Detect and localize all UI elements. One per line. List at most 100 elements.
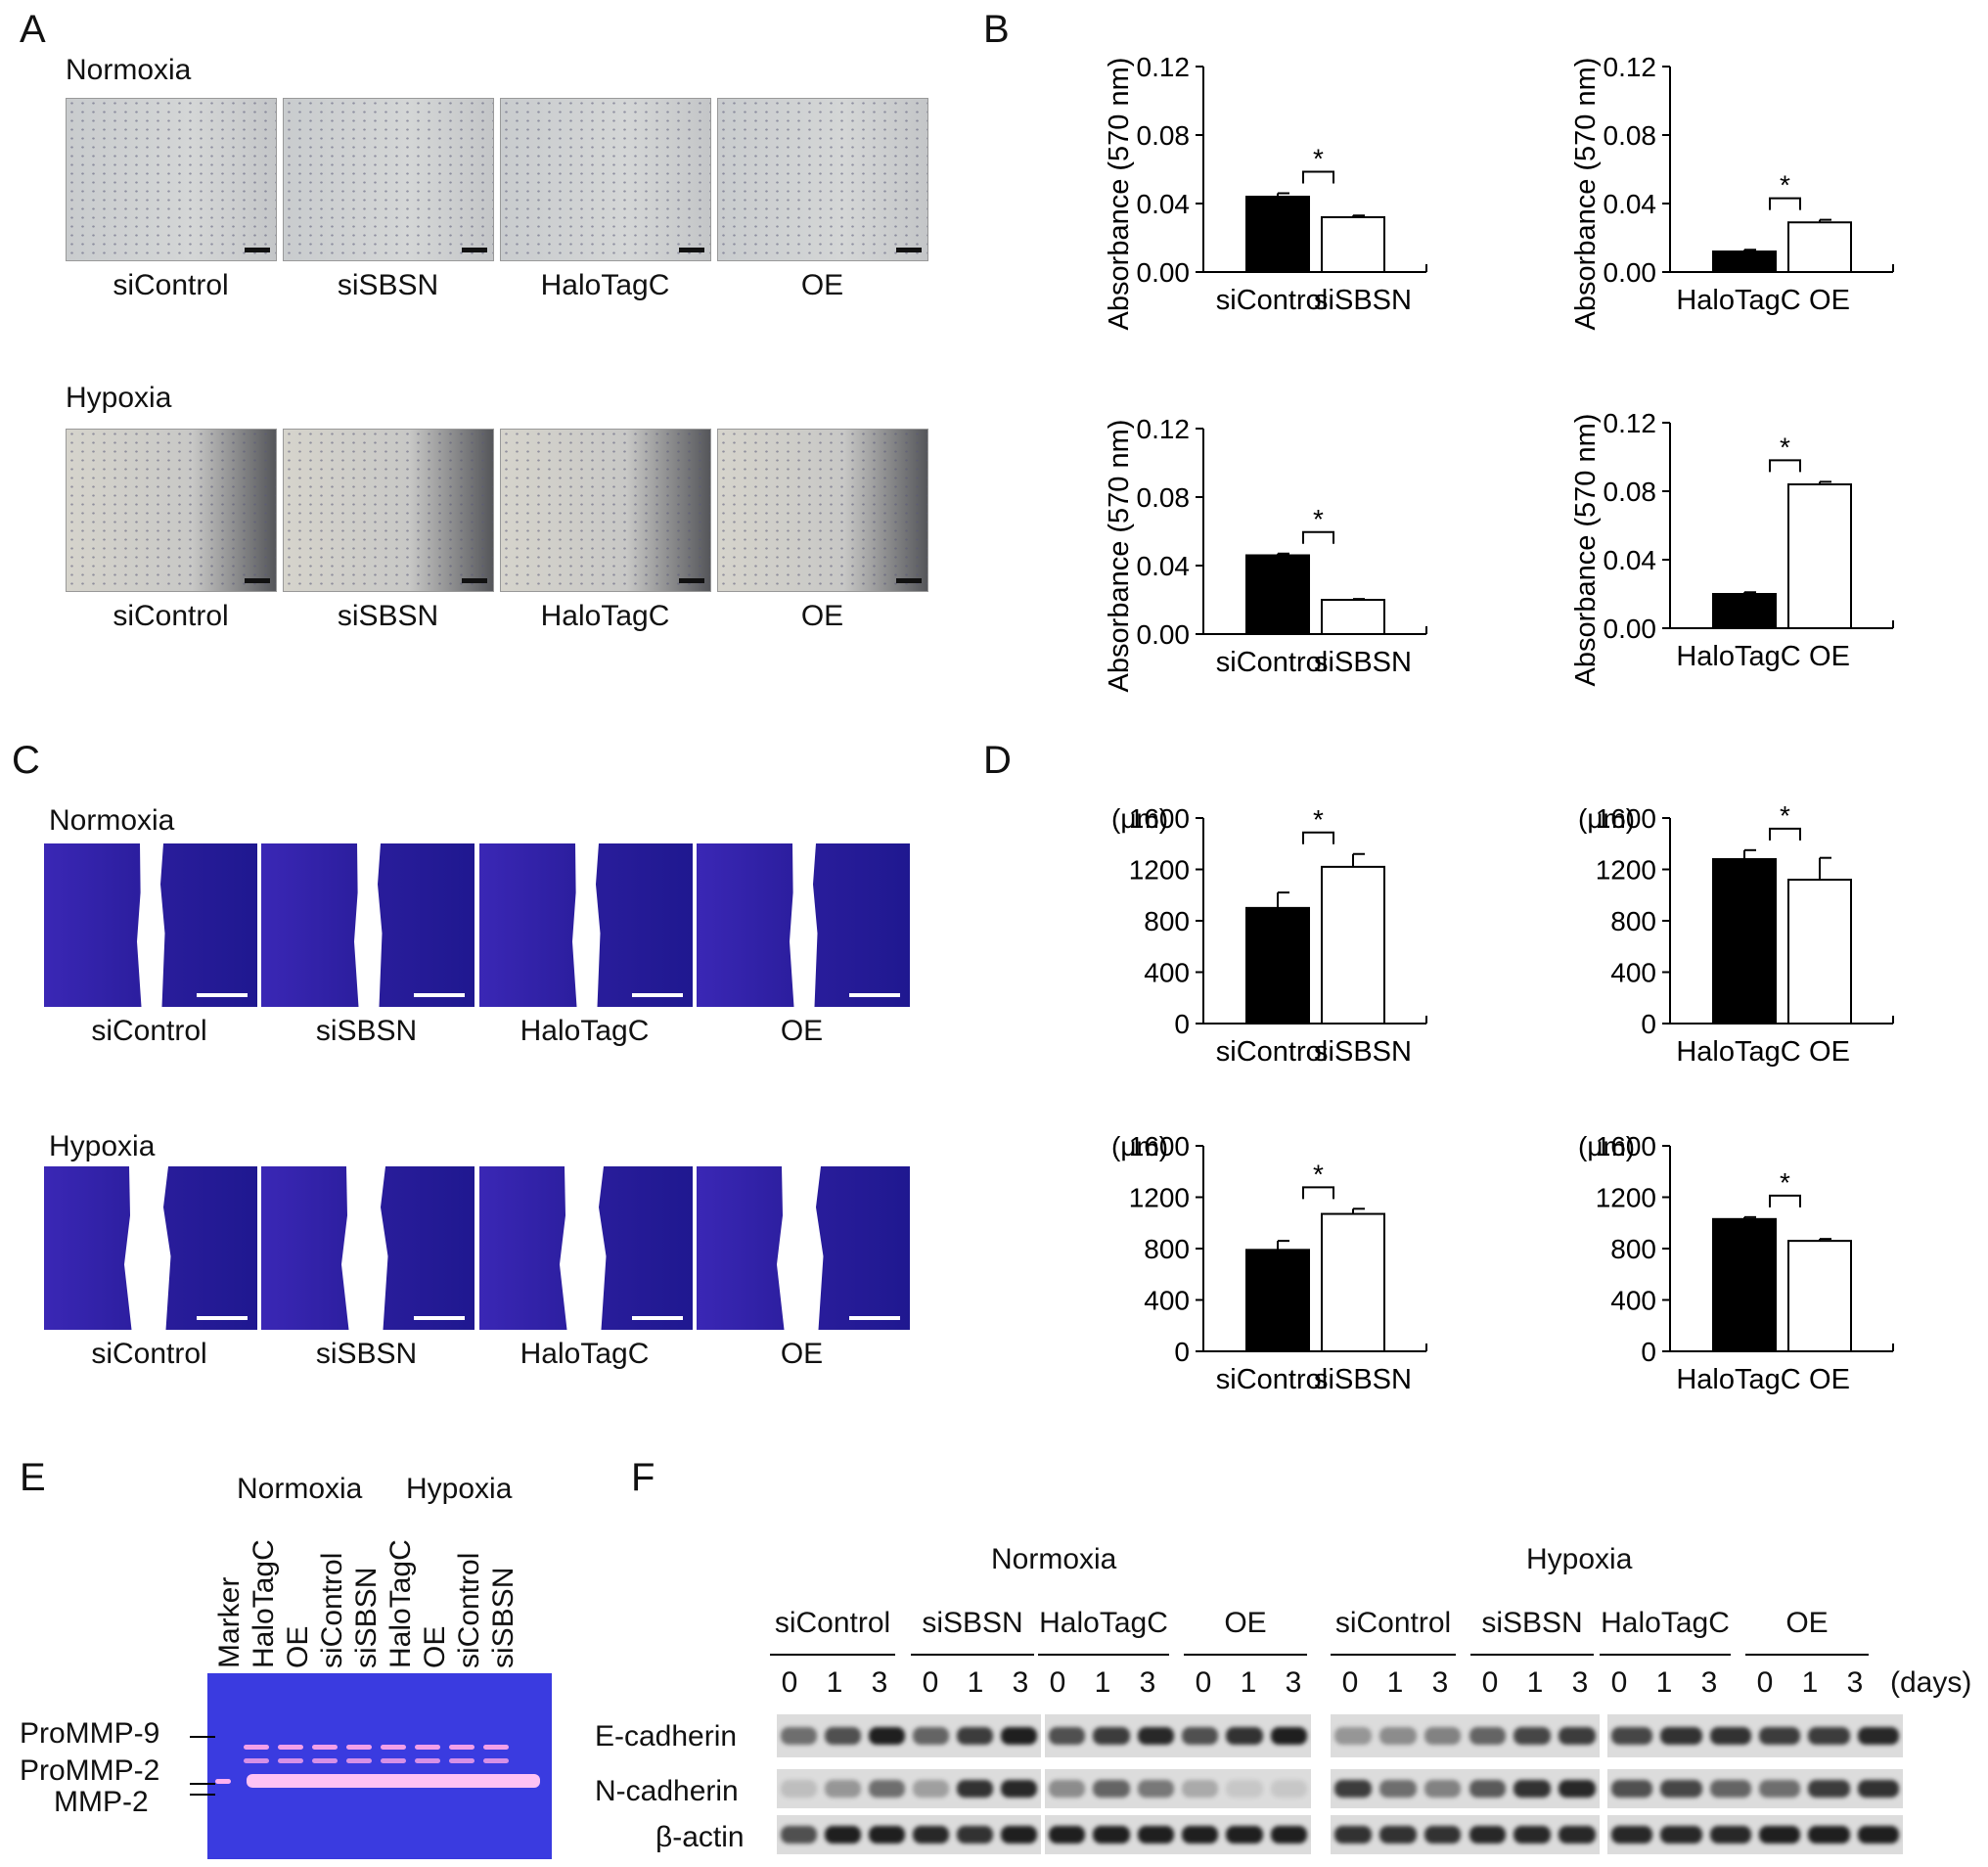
day-label: 3 [1431,1666,1449,1699]
group-underline [1600,1654,1731,1656]
y-tick-label: 0.00 [1137,619,1191,650]
y-tick-label: 0.00 [1604,257,1657,288]
protein-band [1857,1780,1899,1798]
wound-image [479,843,693,1007]
protein-band [1857,1727,1899,1745]
bar [1712,1217,1777,1352]
western-group-label: HaloTagC [1039,1607,1168,1639]
bar [1321,216,1385,273]
protein-band [1182,1826,1219,1844]
wound-image [697,1166,910,1330]
panel-c-condition: Normoxia [49,804,175,837]
group-underline [770,1654,895,1656]
scale-bar [849,1316,900,1320]
protein-band [1611,1780,1653,1798]
significance-marker: * [1780,800,1790,831]
x-tick-label: HaloTagC [1676,641,1800,672]
wound-image-label: HaloTagC [520,1015,650,1047]
day-label: 0 [1049,1666,1066,1699]
scale-bar [679,248,704,252]
micrograph-label: siControl [113,600,229,632]
day-label: 3 [1012,1666,1029,1699]
band-prommp2 [278,1758,303,1763]
lane-label: OE [282,1625,314,1668]
bar-chart: Absorbance (570 nm) 0.00 0.04 0.08 0.12 siCon… [1104,414,1427,692]
wound-gap [560,1166,607,1330]
protein-band [1660,1780,1702,1798]
y-tick-label: 0.00 [1604,614,1657,644]
scale-bar [679,578,704,583]
scale-bar [896,578,922,583]
protein-band [1559,1780,1596,1798]
day-label: 3 [1571,1666,1589,1699]
protein-band [1559,1727,1596,1745]
significance-marker: * [1780,170,1790,201]
blot-strip [1045,1769,1311,1808]
band-prommp9 [244,1745,269,1750]
protein-band [1808,1727,1850,1745]
wound-image [697,843,910,1007]
protein-band [781,1727,817,1745]
protein-band [869,1727,905,1745]
x-tick-label: siControl [1216,285,1328,316]
day-label: 3 [1700,1666,1718,1699]
cell-texture [67,99,276,260]
western-group-label: HaloTagC [1601,1607,1730,1639]
y-tick-label: 800 [1610,1234,1656,1264]
x-tick-label: OE [1809,285,1850,316]
zymogram-band-label: MMP-2 [54,1786,149,1818]
band-pointer [190,1736,215,1738]
day-label: 1 [967,1666,984,1699]
protein-band [1001,1826,1037,1844]
y-tick-label: 1600 [1596,1131,1656,1161]
protein-band [869,1826,905,1844]
x-tick-label: OE [1809,641,1850,672]
protein-band [957,1826,993,1844]
y-tick-label: 0 [1174,1009,1190,1039]
band-prommp2 [312,1758,338,1763]
y-tick-label: 0.12 [1137,52,1191,82]
significance-marker: * [1780,432,1790,462]
protein-band [1334,1826,1372,1844]
wound-gap [572,843,601,1007]
y-tick-label: 1600 [1129,803,1190,834]
blot-strip [1331,1714,1600,1757]
micrograph-label: HaloTagC [540,600,670,632]
wound-image [44,843,257,1007]
band-prommp2 [244,1758,269,1763]
protein-band [1514,1780,1552,1798]
significance-bracket [1302,530,1334,544]
scale-bar [462,248,487,252]
micrograph-label: siSBSN [337,269,439,301]
x-tick-label: siSBSN [1314,647,1412,678]
band-prommp9 [278,1745,303,1750]
y-tick-label: 400 [1610,958,1656,988]
protein-band [1660,1826,1702,1844]
western-group-label: OE [1224,1607,1267,1639]
significance-marker: * [1780,1167,1790,1198]
transwell-micrograph [717,98,928,261]
y-tick-label: 1200 [1596,1183,1656,1213]
y-tick-label: 0.04 [1604,545,1657,575]
scale-bar [414,1316,465,1320]
protein-band [1226,1727,1263,1745]
wound-image [261,1166,474,1330]
band-pointer [190,1783,215,1785]
y-tick-label: 0.04 [1137,551,1191,581]
lane-label: Marker [213,1576,246,1668]
x-tick-label: HaloTagC [1676,1036,1800,1068]
protein-band [1759,1727,1801,1745]
wound-gap [341,1166,388,1330]
micrograph-label: siControl [113,269,229,301]
band-prommp2 [449,1758,474,1763]
bar [1245,196,1310,273]
bar [1321,865,1385,1025]
bar-chart: Absorbance (570 nm) 0.00 0.04 0.08 0.12 HaloT… [1570,52,1894,330]
band-prommp9 [381,1745,406,1750]
day-label: 0 [1341,1666,1359,1699]
bar [1787,1240,1852,1352]
wound-image-label: siSBSN [315,1338,418,1370]
x-tick-label: siControl [1216,1036,1328,1068]
day-label: 3 [1139,1666,1156,1699]
protein-band [913,1826,949,1844]
